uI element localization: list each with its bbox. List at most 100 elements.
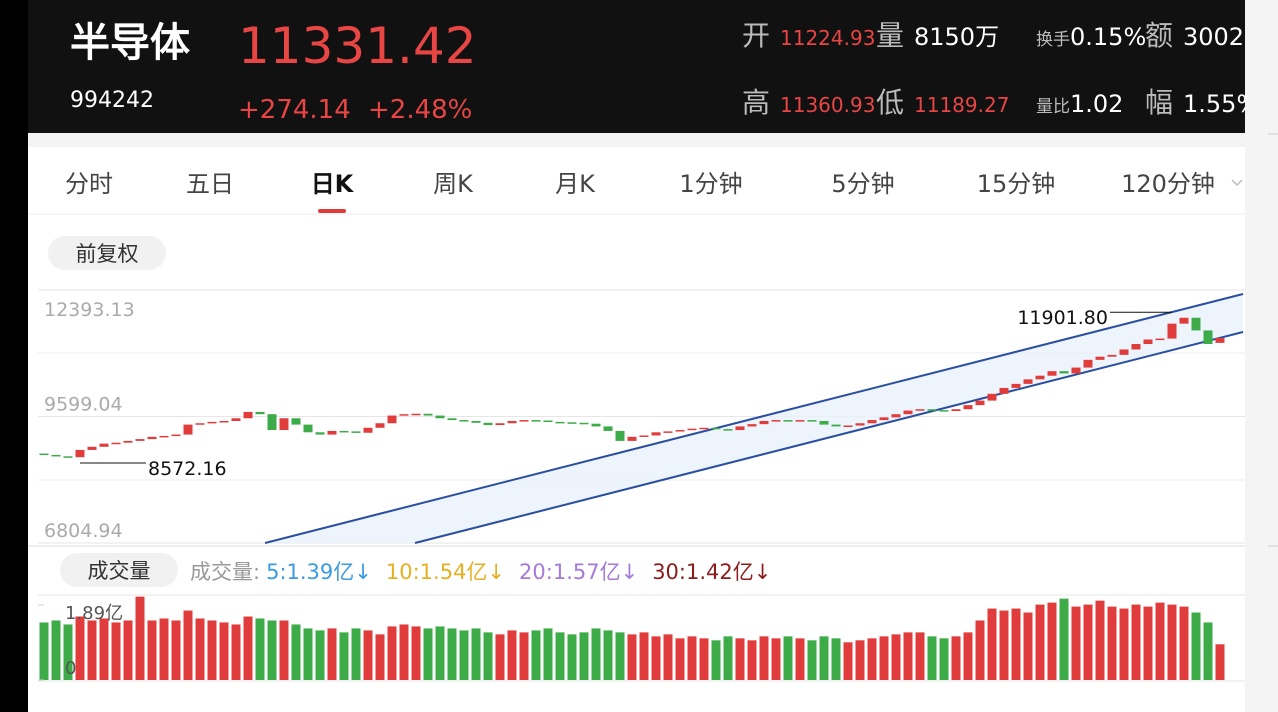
- volume-bar: [579, 632, 589, 680]
- volume-bar: [483, 632, 493, 680]
- tab[interactable]: 分时: [65, 170, 113, 198]
- volume-bar: [291, 624, 301, 680]
- volume-bar: [843, 642, 853, 680]
- tab[interactable]: 15分钟: [977, 170, 1056, 198]
- candle: [255, 411, 265, 415]
- tab[interactable]: 日K: [311, 170, 355, 198]
- candle: [639, 435, 649, 437]
- stat-label: 量比: [1036, 97, 1070, 117]
- candle: [735, 426, 745, 431]
- tab[interactable]: 周K: [433, 170, 474, 198]
- candle: [879, 417, 889, 421]
- candle: [267, 414, 277, 431]
- volume-bar: [87, 620, 97, 680]
- volume-bar: [1095, 600, 1105, 680]
- volume-bar: [927, 636, 937, 680]
- volume-bar: [951, 636, 961, 680]
- volume-bar: [1047, 602, 1057, 680]
- stat-value: 11360.93: [780, 93, 875, 117]
- separator: [28, 133, 1245, 147]
- candle: [1179, 317, 1189, 324]
- candle: [1107, 354, 1117, 357]
- candle: [987, 393, 997, 401]
- volume-bar: [747, 640, 757, 680]
- candle: [843, 425, 853, 428]
- candle: [123, 440, 133, 443]
- candle: [1047, 371, 1057, 376]
- volume-bar: [471, 628, 481, 680]
- candle: [759, 420, 769, 425]
- candle: [135, 439, 145, 441]
- candle: [411, 413, 421, 416]
- candle: [111, 442, 121, 445]
- candle: [483, 422, 493, 426]
- legend-entry: 成交量:: [190, 560, 260, 584]
- stat-value: 1.02: [1070, 90, 1123, 118]
- tab[interactable]: 五日: [186, 170, 234, 198]
- tab[interactable]: 月K: [555, 170, 596, 198]
- stat-label: 幅: [1145, 86, 1173, 119]
- tab-indicator: [318, 209, 346, 213]
- volume-bar: [651, 636, 661, 680]
- volume-bar: [435, 626, 445, 680]
- volume-bar: [675, 638, 685, 680]
- adjust-button[interactable]: [48, 236, 166, 270]
- candle: [795, 420, 805, 422]
- tab[interactable]: 120分钟: [1121, 170, 1215, 198]
- y-tick-label: 6804.94: [44, 520, 123, 542]
- candle: [1155, 338, 1165, 341]
- candle: [459, 420, 469, 422]
- volume-bar: [975, 620, 985, 680]
- tab-more[interactable]: [1231, 179, 1243, 187]
- stat-label: 高: [742, 86, 770, 119]
- volume-button[interactable]: [60, 553, 178, 587]
- tab[interactable]: 5分钟: [831, 170, 894, 198]
- candle: [291, 418, 301, 425]
- candle: [951, 409, 961, 412]
- candle: [747, 424, 757, 427]
- candle: [591, 423, 601, 427]
- candle: [1011, 383, 1021, 388]
- volume-bar: [279, 620, 289, 680]
- stat-label: 量: [876, 19, 904, 52]
- stat-value: 11224.93: [780, 26, 875, 50]
- candle: [1203, 330, 1213, 345]
- candle: [339, 430, 349, 433]
- candle: [399, 414, 409, 416]
- legend-entry: 30:1.42亿↓: [652, 560, 771, 584]
- candle: [99, 443, 109, 447]
- volume-bar: [723, 636, 733, 680]
- volume-bar: [147, 620, 157, 680]
- candle: [1059, 371, 1069, 374]
- volume-bar: [1071, 606, 1081, 680]
- volume-bar: [699, 638, 709, 680]
- candle: [1023, 379, 1033, 384]
- tab[interactable]: 1分钟: [679, 170, 742, 198]
- candle: [231, 418, 241, 421]
- volume-bar: [447, 628, 457, 680]
- candle: [87, 446, 97, 450]
- volume-bar: [219, 622, 229, 680]
- candle: [663, 431, 673, 433]
- candle: [1119, 349, 1129, 355]
- stat-label: 低: [876, 86, 904, 119]
- index-code: 994242: [70, 88, 154, 113]
- y-tick-label: 9599.04: [44, 393, 123, 415]
- left-edge: [0, 0, 28, 712]
- volume-bar: [735, 638, 745, 680]
- candle: [915, 409, 925, 411]
- volume-legend: 成交量: 5:1.39亿↓ 10:1.54亿↓ 20:1.57亿↓ 30:1.42亿↓: [190, 560, 771, 584]
- volume-bar: [543, 628, 553, 680]
- volume-bar: [123, 620, 133, 680]
- candle: [1095, 356, 1105, 360]
- volume-bar: [183, 610, 193, 680]
- candle: [447, 418, 457, 421]
- volume-bar: [195, 618, 205, 680]
- candle: [675, 430, 685, 432]
- volume-bar: [855, 640, 865, 680]
- volume-bar: [351, 628, 361, 680]
- candle: [1167, 323, 1177, 339]
- candle: [471, 420, 481, 423]
- candle: [855, 423, 865, 426]
